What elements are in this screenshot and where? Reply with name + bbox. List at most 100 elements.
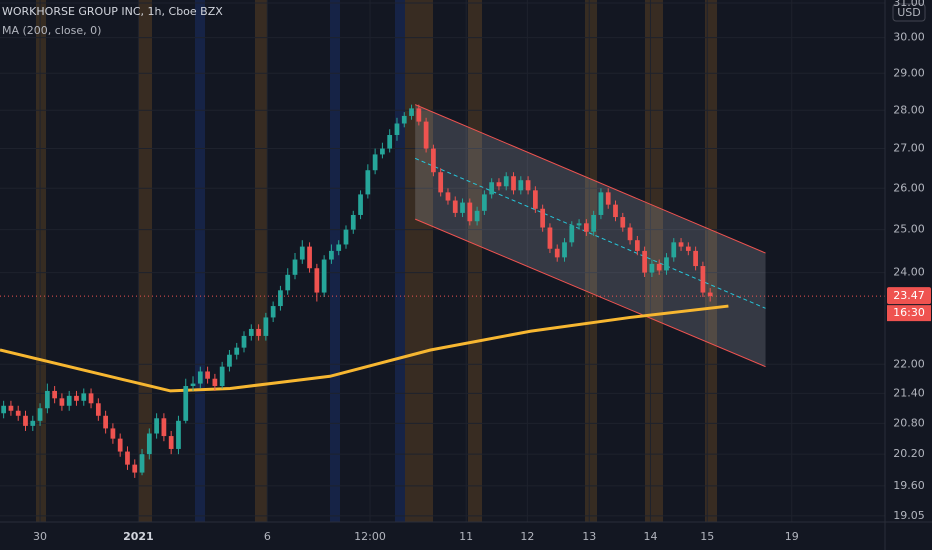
- y-tick-label: 31.00: [893, 0, 925, 9]
- candle-body: [613, 204, 618, 218]
- candle-body: [212, 378, 218, 387]
- y-tick-label: 22.00: [893, 357, 925, 370]
- candle-body: [409, 108, 414, 116]
- candle-body: [154, 418, 159, 434]
- candle-body: [467, 202, 473, 222]
- candle-body: [30, 420, 36, 426]
- band: [36, 0, 46, 522]
- candle-body: [8, 405, 14, 411]
- candle-body: [438, 172, 444, 193]
- candle-body: [445, 192, 451, 201]
- candle-body: [190, 383, 196, 387]
- candle-body: [685, 246, 691, 251]
- candle-body: [656, 263, 662, 271]
- candle-body: [336, 244, 342, 251]
- x-tick-label: 2021: [123, 530, 154, 543]
- y-tick-label: 25.00: [893, 223, 925, 236]
- candle-body: [525, 180, 531, 191]
- candle-body: [256, 328, 261, 336]
- x-tick-label: 13: [582, 530, 596, 543]
- candle-body: [59, 398, 65, 406]
- candle-body: [387, 134, 393, 149]
- candle-body: [81, 393, 87, 401]
- candle-body: [416, 108, 422, 122]
- band: [395, 0, 405, 522]
- candle-body: [583, 223, 589, 232]
- band: [255, 0, 267, 522]
- channel-fill: [415, 104, 766, 367]
- candle-body: [431, 148, 436, 173]
- ma-line: [0, 304, 729, 393]
- x-tick-label: 15: [700, 530, 714, 543]
- candle-body: [503, 176, 509, 187]
- y-tick-label: 24.00: [893, 266, 925, 279]
- channel-lower: [414, 218, 766, 368]
- y-tick-label: 19.60: [893, 479, 925, 492]
- candle-body: [321, 259, 327, 293]
- y-tick-label: 21.40: [893, 386, 925, 399]
- y-tick-label: 27.00: [893, 142, 925, 155]
- candle-body: [671, 242, 677, 258]
- band: [330, 0, 340, 522]
- candle-body: [343, 229, 349, 245]
- candle-body: [547, 227, 553, 249]
- candle-body: [569, 225, 575, 243]
- channel-upper: [414, 104, 766, 254]
- candle-body: [496, 182, 502, 187]
- candle-body: [161, 418, 167, 437]
- candle-body: [372, 154, 378, 171]
- session-bands: [36, 0, 717, 522]
- candle-body: [183, 386, 189, 421]
- band: [405, 0, 433, 522]
- candle-body: [227, 354, 232, 367]
- x-tick-label: 30: [33, 530, 47, 543]
- candle-body: [15, 410, 21, 416]
- candle-body: [518, 180, 524, 191]
- candle-body: [620, 217, 626, 228]
- candle-body: [482, 194, 487, 211]
- x-tick-label: 12: [520, 530, 534, 543]
- candle-body: [37, 408, 43, 421]
- y-tick-label: 30.00: [893, 31, 925, 44]
- candle-body: [598, 192, 604, 215]
- candle-body: [176, 420, 181, 449]
- candle-body: [234, 347, 240, 355]
- candle-body: [125, 451, 130, 465]
- y-tick-label: 20.80: [893, 416, 925, 429]
- candle-body: [146, 433, 152, 455]
- candle-body: [278, 290, 283, 307]
- candle-body: [117, 438, 123, 452]
- candle-body: [329, 250, 334, 260]
- candle-body: [263, 317, 269, 336]
- candle-body: [23, 415, 28, 426]
- chart-title: WORKHORSE GROUP INC, 1h, Cboe BZX: [2, 5, 223, 18]
- candle-body: [197, 371, 203, 384]
- last-price-label: 23.47: [893, 289, 925, 302]
- candle-body: [168, 436, 174, 449]
- candle-body: [591, 214, 597, 232]
- band: [468, 0, 482, 522]
- candle-body: [292, 259, 298, 275]
- y-tick-label: 20.20: [893, 447, 925, 460]
- candle-body: [270, 306, 276, 318]
- x-tick-label: 11: [459, 530, 473, 543]
- band: [705, 0, 717, 522]
- candle-body: [132, 464, 138, 473]
- candle-body: [74, 395, 79, 401]
- candle-body: [533, 190, 538, 209]
- candle-body: [707, 292, 713, 297]
- candle-body: [358, 194, 363, 215]
- candle-body: [678, 242, 684, 247]
- candle-body: [693, 250, 698, 267]
- candle-body: [423, 121, 429, 149]
- candle-body: [511, 176, 516, 191]
- candle-body: [576, 223, 582, 226]
- candle-body: [285, 274, 291, 291]
- candle-body: [350, 214, 356, 230]
- x-tick-label: 12:00: [354, 530, 386, 543]
- candle-body: [554, 248, 560, 258]
- ma-legend: MA (200, close, 0): [2, 24, 101, 37]
- candle-body: [664, 257, 669, 271]
- candle-body: [314, 268, 320, 293]
- candle-body: [52, 390, 57, 399]
